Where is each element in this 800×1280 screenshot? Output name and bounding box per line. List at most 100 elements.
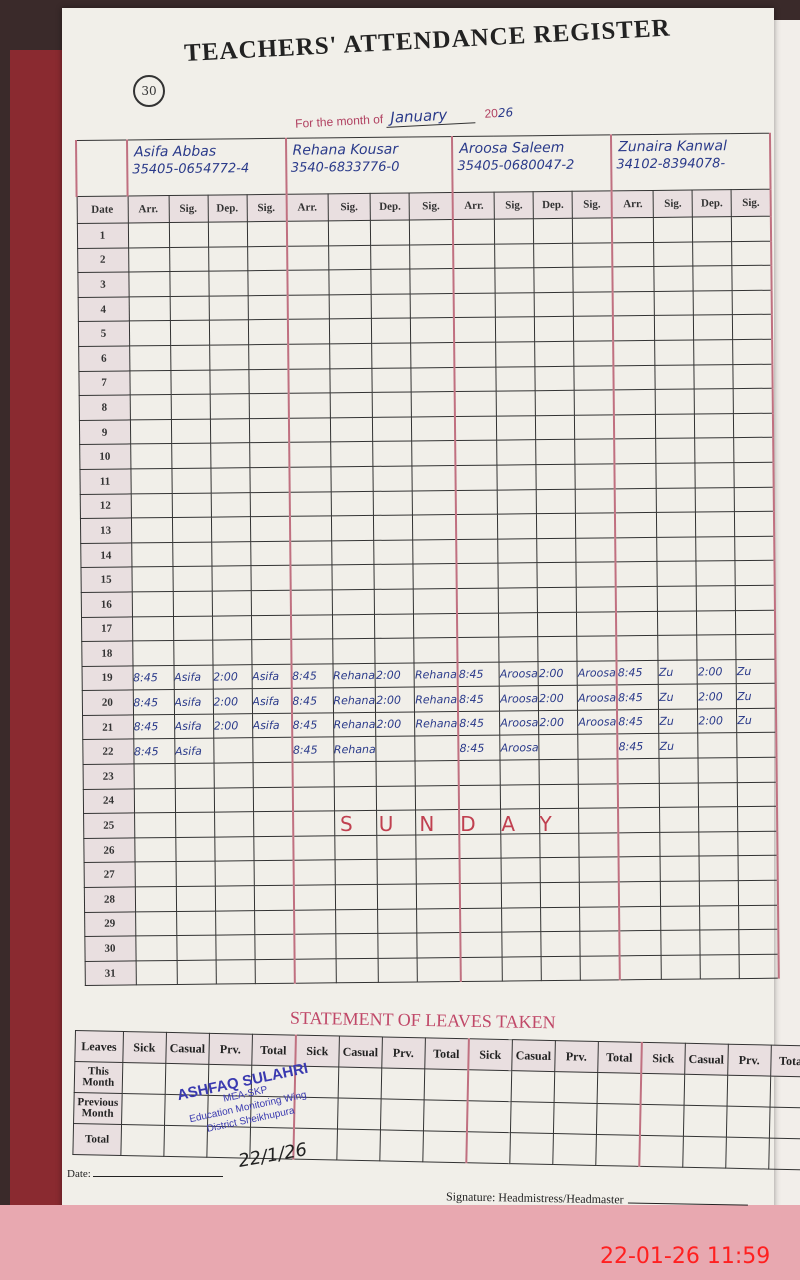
attendance-cell bbox=[169, 271, 209, 297]
attendance-cell bbox=[455, 440, 498, 466]
attendance-cell bbox=[412, 440, 456, 466]
attendance-cell bbox=[411, 416, 456, 442]
attendance-cell bbox=[655, 389, 695, 415]
attendance-cell bbox=[572, 217, 613, 243]
attendance-cell bbox=[696, 610, 736, 636]
attendance-cell bbox=[580, 931, 620, 957]
day-number: 16 bbox=[80, 591, 132, 617]
attendance-cell bbox=[378, 933, 418, 959]
attendance-cell bbox=[250, 565, 291, 591]
attendance-cell bbox=[172, 541, 212, 567]
leaves-row-label: Total bbox=[72, 1123, 122, 1156]
photo-timestamp: 22-01-26 11:59 bbox=[600, 1244, 771, 1269]
attendance-cell bbox=[330, 466, 374, 492]
attendance-cell bbox=[539, 833, 580, 859]
attendance-cell bbox=[329, 417, 374, 443]
attendance-cell bbox=[288, 417, 331, 443]
attendance-cell bbox=[734, 535, 775, 561]
attendance-cell bbox=[252, 786, 293, 812]
leaves-cell bbox=[121, 1062, 166, 1095]
attendance-cell bbox=[415, 735, 459, 762]
attendance-cell bbox=[737, 806, 778, 832]
attendance-cell: Zu bbox=[736, 683, 777, 709]
attendance-cell bbox=[502, 956, 542, 982]
attendance-cell bbox=[409, 219, 454, 245]
attendance-cell bbox=[209, 344, 249, 370]
attendance-cell: Asifa bbox=[173, 664, 213, 690]
attendance-cell bbox=[739, 953, 780, 979]
leaves-cell bbox=[639, 1104, 684, 1137]
leaves-cell bbox=[379, 1129, 424, 1162]
leaves-cell bbox=[336, 1129, 381, 1161]
attendance-cell bbox=[537, 562, 577, 588]
attendance-cell bbox=[738, 880, 779, 906]
attendance-cell bbox=[171, 492, 211, 518]
attendance-cell bbox=[660, 930, 701, 956]
attendance-cell bbox=[332, 638, 376, 664]
attendance-cell bbox=[539, 783, 579, 809]
attendance-cell bbox=[655, 413, 695, 439]
attendance-cell bbox=[575, 463, 615, 489]
leaves-cell bbox=[423, 1068, 469, 1101]
leaves-cell bbox=[466, 1131, 511, 1164]
leaves-cell bbox=[725, 1137, 770, 1170]
leaves-cell bbox=[683, 1105, 727, 1138]
attendance-cell: 2:00 bbox=[538, 710, 578, 736]
attendance-cell bbox=[174, 763, 214, 789]
attendance-cell bbox=[578, 758, 618, 784]
attendance-cell bbox=[374, 613, 415, 639]
day-number: 6 bbox=[78, 345, 130, 372]
attendance-cell bbox=[251, 639, 291, 665]
attendance-cell bbox=[731, 240, 772, 266]
teacher-name: Rehana Kousar bbox=[292, 141, 399, 159]
attendance-cell bbox=[211, 590, 251, 616]
column-header: Sig. bbox=[653, 190, 693, 218]
attendance-cell bbox=[731, 216, 772, 242]
attendance-cell bbox=[215, 910, 255, 936]
attendance-cell bbox=[657, 635, 698, 661]
teacher-name-cell: Rehana Kousar 3540-6833776-0 bbox=[285, 136, 453, 195]
attendance-cell bbox=[130, 443, 172, 469]
attendance-cell bbox=[208, 246, 248, 272]
attendance-cell bbox=[247, 295, 288, 321]
attendance-cell bbox=[578, 783, 619, 809]
attendance-cell bbox=[294, 958, 336, 984]
attendance-cell bbox=[329, 343, 373, 369]
attendance-cell: 8:45 bbox=[458, 710, 500, 736]
attendance-cell bbox=[250, 540, 290, 566]
day-number: 25 bbox=[83, 813, 135, 839]
attendance-cell bbox=[176, 910, 216, 936]
attendance-cell bbox=[460, 907, 503, 933]
attendance-cell bbox=[654, 266, 694, 292]
attendance-cell: 8:45 bbox=[290, 663, 333, 689]
column-header: Dep. bbox=[533, 191, 573, 219]
leaves-row-label: This Month bbox=[74, 1061, 123, 1094]
attendance-cell bbox=[131, 566, 173, 592]
attendance-cell bbox=[290, 614, 333, 640]
attendance-cell bbox=[735, 585, 776, 611]
column-header: Sig. bbox=[409, 192, 454, 220]
attendance-cell bbox=[293, 860, 335, 886]
attendance-cell bbox=[693, 265, 733, 291]
attendance-cell bbox=[657, 561, 697, 587]
day-number: 21 bbox=[82, 714, 134, 740]
day-number: 11 bbox=[79, 468, 131, 495]
attendance-cell bbox=[372, 392, 412, 418]
leaves-cell bbox=[595, 1134, 640, 1167]
attendance-cell bbox=[501, 858, 541, 884]
leaves-cell bbox=[337, 1098, 381, 1130]
attendance-cell bbox=[738, 904, 779, 930]
attendance-cell bbox=[698, 806, 738, 832]
column-header: Dep. bbox=[370, 193, 410, 221]
attendance-cell: 2:00 bbox=[697, 659, 737, 685]
attendance-cell: 8:45 bbox=[132, 689, 175, 715]
attendance-cell bbox=[653, 217, 693, 243]
leaves-cell bbox=[466, 1100, 511, 1133]
attendance-cell bbox=[579, 857, 619, 883]
attendance-cell bbox=[413, 588, 458, 614]
attendance-cell: 8:45 bbox=[617, 733, 660, 759]
leaves-cell bbox=[509, 1132, 554, 1165]
attendance-cell bbox=[129, 345, 171, 371]
attendance-cell bbox=[328, 269, 372, 295]
attendance-cell: 8:45 bbox=[291, 737, 334, 763]
